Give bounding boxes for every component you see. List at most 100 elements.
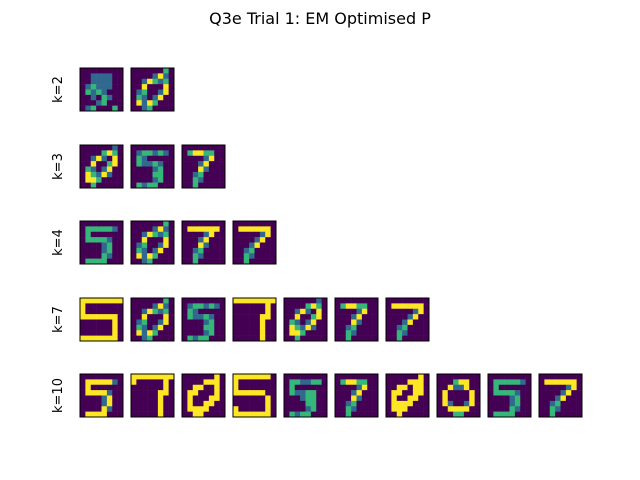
pixel — [152, 94, 159, 101]
pixel — [361, 308, 368, 315]
pixel — [157, 105, 164, 112]
pixel — [96, 384, 102, 391]
pixel — [214, 237, 220, 243]
pixel — [514, 379, 521, 386]
pixel — [131, 247, 137, 254]
pixel — [345, 330, 352, 336]
pixel — [525, 379, 532, 386]
pixel — [136, 94, 143, 101]
image-frame — [181, 144, 226, 189]
pixel — [316, 298, 322, 304]
pixel — [437, 384, 443, 391]
pixel — [391, 395, 398, 402]
pixel — [498, 390, 505, 396]
pixel — [249, 253, 255, 259]
pixel — [254, 298, 261, 304]
pixel — [112, 231, 118, 238]
pixel — [555, 395, 561, 402]
pixel — [136, 319, 143, 326]
pixel — [85, 145, 92, 151]
pixel — [157, 84, 164, 90]
pixel — [254, 411, 261, 418]
pixel — [238, 384, 245, 391]
pixel — [101, 94, 108, 101]
pixel — [520, 374, 526, 380]
pixel — [474, 406, 481, 412]
pixel — [386, 303, 392, 310]
pixel — [131, 78, 137, 85]
pixel — [345, 314, 352, 320]
pixel — [412, 384, 419, 391]
image-frame — [79, 297, 124, 342]
pixel — [182, 231, 188, 238]
pixel — [386, 330, 392, 336]
pixel — [198, 177, 204, 183]
pixel — [437, 406, 443, 412]
pixel — [576, 390, 583, 396]
pixel — [265, 374, 271, 380]
pixel — [182, 247, 188, 254]
pixel — [214, 319, 220, 326]
pixel — [157, 253, 164, 259]
pixel — [117, 100, 124, 106]
pixel — [340, 395, 347, 402]
pixel — [372, 298, 379, 304]
pixel — [402, 400, 408, 407]
pixel — [141, 150, 148, 157]
pixel — [90, 237, 97, 243]
pixel — [560, 411, 567, 418]
pixel — [233, 395, 239, 402]
pixel — [168, 374, 175, 380]
pixel — [203, 145, 210, 151]
pixel — [316, 379, 322, 386]
pixel — [85, 411, 92, 418]
pixel — [289, 374, 296, 380]
pixel — [367, 390, 373, 396]
pixel — [576, 395, 583, 402]
pixel — [412, 390, 419, 396]
pixel — [284, 406, 290, 412]
pixel — [372, 406, 379, 412]
pixel — [233, 411, 239, 418]
pixel — [136, 303, 143, 310]
pixel — [345, 379, 352, 386]
pixel — [504, 406, 510, 412]
pixel — [265, 379, 271, 386]
pixel — [391, 400, 398, 407]
pixel — [351, 335, 357, 342]
pixel — [208, 247, 215, 254]
pixel — [310, 303, 317, 310]
pixel — [265, 324, 271, 331]
pixel — [259, 374, 266, 380]
pixel — [192, 231, 199, 238]
pixel — [544, 390, 551, 396]
pixel — [163, 314, 169, 320]
pixel — [136, 221, 143, 227]
pixel — [157, 379, 164, 386]
pixel — [203, 330, 210, 336]
pixel — [96, 94, 102, 101]
pixel — [85, 105, 92, 112]
pixel — [555, 400, 561, 407]
pixel — [265, 330, 271, 336]
pixel — [407, 395, 414, 402]
pixel — [249, 384, 255, 391]
pixel — [243, 324, 250, 331]
pixel — [131, 94, 137, 101]
pixel — [106, 395, 113, 402]
pixel — [305, 298, 312, 304]
pixel — [96, 155, 102, 162]
pixel — [80, 68, 86, 74]
pixel — [112, 84, 118, 90]
pixel — [85, 68, 92, 74]
pixel — [356, 319, 363, 326]
pixel — [203, 303, 210, 310]
pixel — [249, 226, 255, 233]
pixel — [265, 298, 271, 304]
pixel — [447, 390, 454, 396]
pixel — [187, 161, 194, 167]
pixel — [101, 324, 108, 331]
pixel — [112, 324, 118, 331]
pixel — [214, 177, 220, 183]
pixel — [442, 379, 449, 386]
